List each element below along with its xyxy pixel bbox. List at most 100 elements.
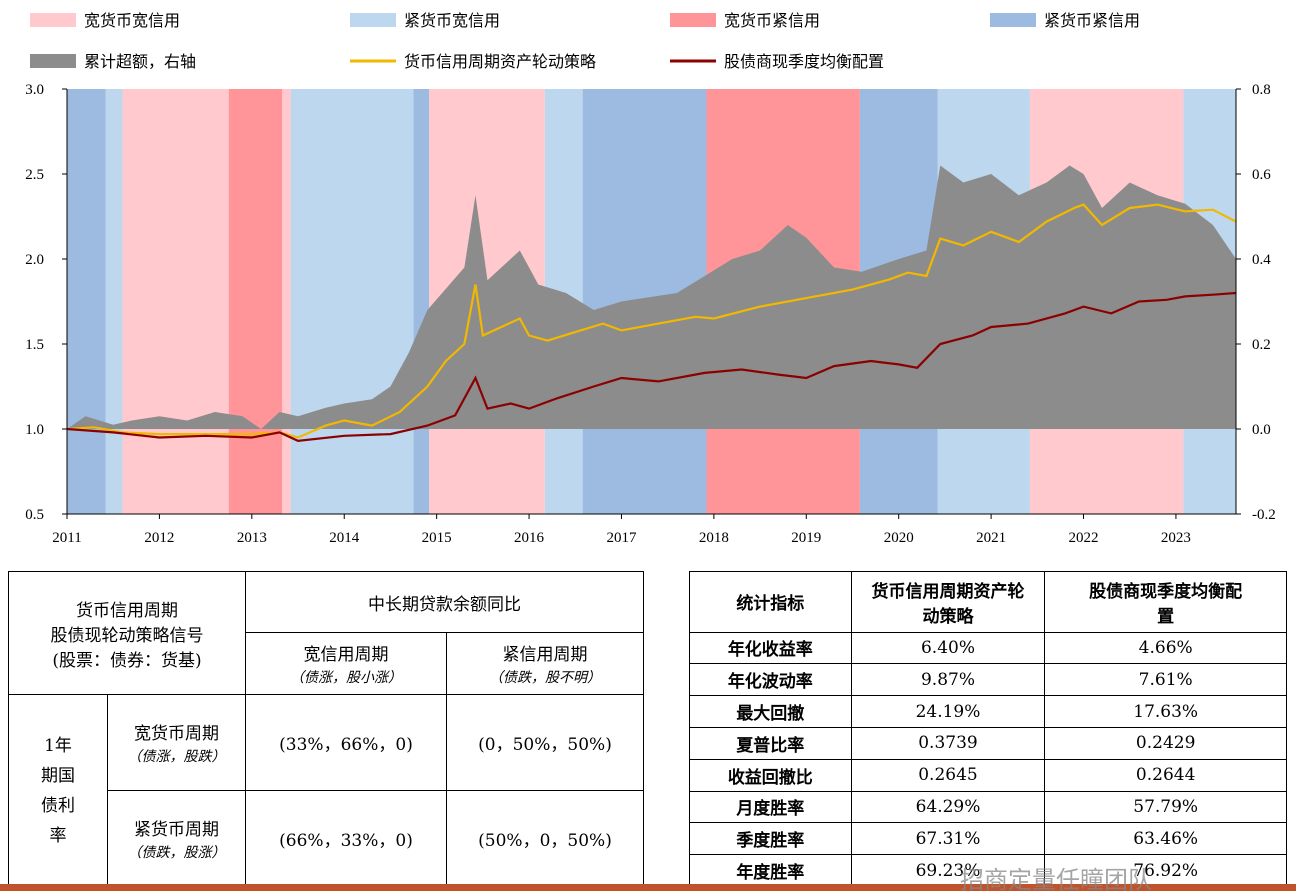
y-left-tick-label: 3.0 bbox=[25, 82, 44, 98]
stats-table: 统计指标 货币信用周期资产轮动策略 股债商现季度均衡配置 年化收益率 6.40% 4… bbox=[689, 571, 1287, 887]
regime-band bbox=[105, 89, 123, 514]
chart: 2011 2012 2013 2014 2015 2016 2017 2018 2019 2020… bbox=[25, 11, 1276, 546]
x-tick-label: 2013 bbox=[237, 530, 267, 546]
stats-metric-label: 年化波动率 bbox=[689, 663, 852, 697]
bottom-rule bbox=[0, 884, 1296, 891]
excess-area bbox=[67, 165, 1236, 429]
stats-value: 63.46% bbox=[1044, 822, 1287, 856]
regime-band bbox=[228, 89, 283, 514]
stats-value: 0.2645 bbox=[850, 758, 1046, 792]
signal-table: 货币信用周期 股债现轮动策略信号 (股票：债券：货基) 中长期贷款余额同比 宽信… bbox=[8, 571, 644, 887]
stats-row: 夏普比率 0.3739 0.2429 bbox=[689, 726, 1287, 760]
x-tick-label: 2022 bbox=[1069, 530, 1099, 546]
stats-value: 0.2429 bbox=[1044, 726, 1287, 760]
signal-table-corner: 货币信用周期 股债现轮动策略信号 (股票：债券：货基) bbox=[8, 571, 246, 695]
stats-metric-label: 最大回撤 bbox=[689, 695, 852, 728]
x-tick-label: 2017 bbox=[606, 530, 637, 546]
legend-label: 紧货币紧信用 bbox=[1044, 11, 1140, 30]
x-tick-label: 2015 bbox=[422, 530, 452, 546]
x-tick-label: 2018 bbox=[699, 530, 729, 546]
stats-value: 0.3739 bbox=[850, 726, 1046, 760]
y-right-tick-label: 0.8 bbox=[1252, 82, 1271, 98]
cell-tight-money-tight-credit: (50%，0，50%) bbox=[446, 790, 644, 887]
benchmark-line bbox=[66, 291, 1237, 443]
stats-header-benchmark: 股债商现季度均衡配置 bbox=[1044, 571, 1287, 633]
stats-metric-label: 季度胜率 bbox=[689, 822, 852, 856]
legend-swatch bbox=[30, 54, 76, 68]
y-left-tick-label: 1.0 bbox=[25, 422, 44, 438]
stats-value: 7.61% bbox=[1044, 663, 1287, 697]
stats-value: 17.63% bbox=[1044, 695, 1287, 728]
legend-swatch bbox=[350, 13, 396, 27]
legend-label: 宽货币宽信用 bbox=[84, 11, 180, 30]
wide-credit-header: 宽信用周期 （债涨，股小涨） bbox=[245, 632, 447, 695]
x-tick-label: 2021 bbox=[976, 530, 1006, 546]
stats-value: 64.29% bbox=[850, 790, 1046, 824]
stats-metric-label: 收益回撤比 bbox=[689, 758, 852, 792]
stats-row: 年化收益率 6.40% 4.66% bbox=[689, 631, 1287, 665]
stats-value: 6.40% bbox=[850, 631, 1046, 665]
regime-band bbox=[282, 89, 291, 514]
y-right-tick-label: 0.6 bbox=[1252, 167, 1271, 183]
legend-label: 宽货币紧信用 bbox=[724, 11, 820, 30]
x-tick-label: 2016 bbox=[514, 530, 545, 546]
legend-swatch bbox=[30, 13, 76, 27]
stats-metric-label: 年度胜率 bbox=[689, 854, 852, 887]
x-tick-label: 2011 bbox=[52, 530, 81, 546]
y-right-tick-label: 0.4 bbox=[1252, 252, 1271, 268]
x-tick-label: 2014 bbox=[329, 530, 360, 546]
legend-label: 累计超额，右轴 bbox=[84, 52, 196, 71]
regime-band bbox=[122, 89, 229, 514]
stats-value: 57.79% bbox=[1044, 790, 1287, 824]
stats-metric-label: 夏普比率 bbox=[689, 726, 852, 760]
credit-group-header: 中长期贷款余额同比 bbox=[245, 571, 644, 633]
stats-value: 67.31% bbox=[850, 822, 1046, 856]
stats-value: 24.19% bbox=[850, 695, 1046, 728]
legend-swatch bbox=[990, 13, 1036, 27]
rate-group-header: 1年期国债利率 bbox=[8, 694, 108, 887]
x-tick-label: 2012 bbox=[144, 530, 174, 546]
stats-value: 76.92% bbox=[1044, 854, 1287, 887]
stats-value: 4.66% bbox=[1044, 631, 1287, 665]
y-left-tick-label: 2.0 bbox=[25, 252, 44, 268]
watermark: 招商定量任瞳团队 bbox=[960, 866, 1152, 894]
y-left-tick-label: 1.5 bbox=[25, 337, 44, 353]
stats-row: 最大回撤 24.19% 17.63% bbox=[689, 695, 1287, 728]
regime-band bbox=[290, 89, 414, 514]
legend-swatch bbox=[670, 13, 716, 27]
cell-wide-money-tight-credit: (0，50%，50%) bbox=[446, 694, 644, 791]
x-tick-label: 2019 bbox=[791, 530, 821, 546]
stats-header-metric: 统计指标 bbox=[689, 571, 852, 633]
stats-row: 季度胜率 67.31% 63.46% bbox=[689, 822, 1287, 856]
x-tick-label: 2020 bbox=[884, 530, 914, 546]
regime-band bbox=[67, 89, 106, 514]
stats-value: 0.2644 bbox=[1044, 758, 1287, 792]
axes-layer: 2011 2012 2013 2014 2015 2016 2017 2018 2019 2020… bbox=[25, 82, 1276, 546]
regime-band bbox=[413, 89, 430, 514]
legend-label: 股债商现季度均衡配置 bbox=[724, 52, 884, 71]
legend-label: 紧货币宽信用 bbox=[404, 11, 500, 30]
stats-row: 年化波动率 9.87% 7.61% bbox=[689, 663, 1287, 697]
cell-tight-money-wide-credit: (66%，33%，0) bbox=[245, 790, 447, 887]
y-right-tick-label: 0.2 bbox=[1252, 337, 1271, 353]
stats-header-strategy: 货币信用周期资产轮动策略 bbox=[850, 571, 1046, 633]
x-tick-label: 2023 bbox=[1161, 530, 1191, 546]
cell-wide-money-wide-credit: (33%，66%，0) bbox=[245, 694, 447, 791]
regime-bands bbox=[67, 89, 1236, 514]
strategy-line bbox=[66, 203, 1237, 439]
stats-metric-label: 年化收益率 bbox=[689, 631, 852, 665]
y-left-tick-label: 0.5 bbox=[25, 507, 44, 523]
series-layer bbox=[66, 165, 1237, 443]
wide-money-header: 宽货币周期 （债涨，股跌） bbox=[107, 694, 246, 791]
tight-credit-header: 紧信用周期 （债跌，股不明） bbox=[446, 632, 644, 695]
stats-metric-label: 月度胜率 bbox=[689, 790, 852, 824]
legend-label: 货币信用周期资产轮动策略 bbox=[404, 52, 596, 71]
y-left-tick-label: 2.5 bbox=[25, 167, 44, 183]
stats-row: 年度胜率 69.23% 76.92% bbox=[689, 854, 1287, 887]
stats-row: 月度胜率 64.29% 57.79% bbox=[689, 790, 1287, 824]
stats-value: 9.87% bbox=[850, 663, 1046, 697]
stats-row: 收益回撤比 0.2645 0.2644 bbox=[689, 758, 1287, 792]
tight-money-header: 紧货币周期 （债跌，股涨） bbox=[107, 790, 246, 887]
y-right-tick-label: -0.2 bbox=[1252, 507, 1276, 523]
